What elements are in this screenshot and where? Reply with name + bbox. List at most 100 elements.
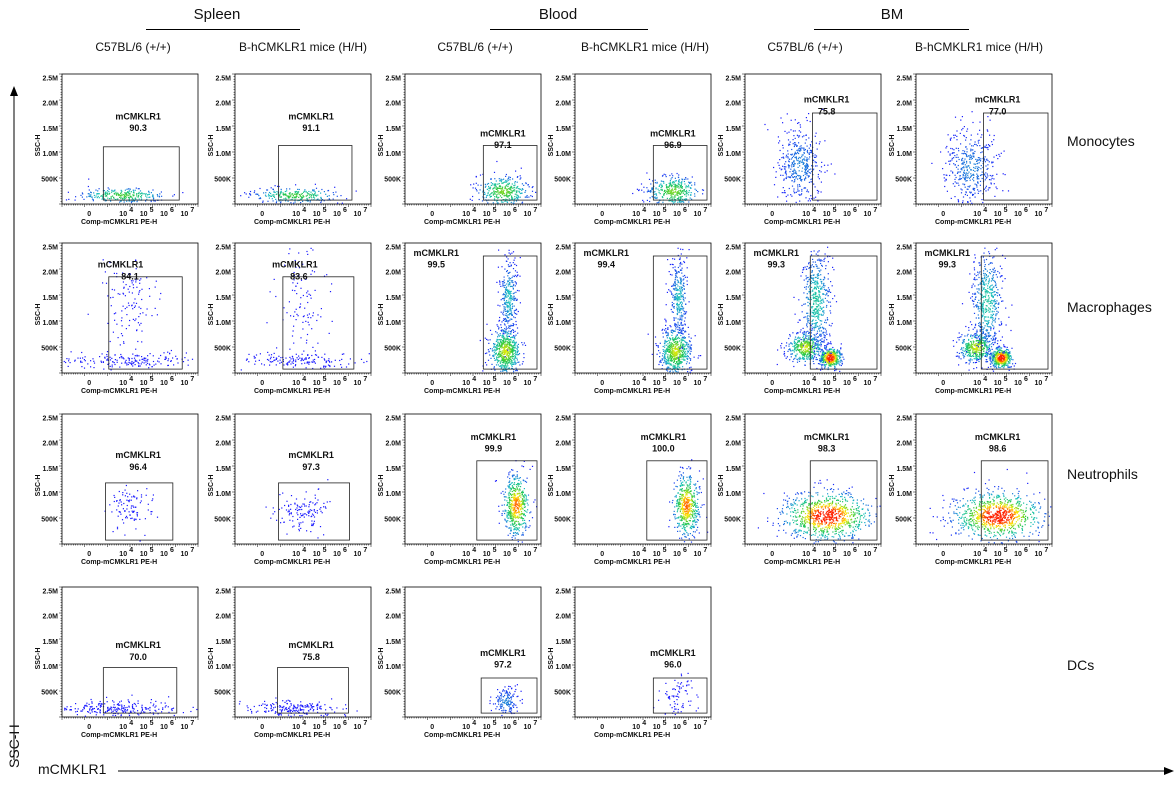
event-dot bbox=[654, 196, 656, 198]
event-dot bbox=[127, 302, 130, 304]
panel-y-axis-label: SSC-H bbox=[208, 135, 215, 157]
event-dot bbox=[114, 189, 116, 191]
y-tick-label: 1.5M bbox=[215, 295, 231, 302]
event-dot bbox=[511, 297, 513, 299]
event-dot bbox=[791, 176, 794, 178]
event-dot bbox=[291, 289, 294, 291]
event-dot bbox=[660, 180, 662, 182]
y-tick-label: 1.0M bbox=[896, 151, 912, 158]
event-dot bbox=[992, 165, 994, 168]
event-dot bbox=[297, 188, 299, 190]
event-dot bbox=[139, 365, 141, 367]
event-dot bbox=[500, 190, 503, 192]
event-dot bbox=[494, 178, 496, 180]
event-dot bbox=[87, 363, 89, 365]
event-dot bbox=[969, 185, 971, 187]
event-dot bbox=[987, 159, 989, 162]
event-dot bbox=[498, 193, 500, 195]
event-dot bbox=[288, 361, 290, 363]
event-dot bbox=[520, 177, 522, 179]
event-dot bbox=[96, 197, 98, 199]
event-dot bbox=[500, 351, 502, 353]
event-dot bbox=[499, 185, 501, 187]
event-dot bbox=[799, 148, 801, 150]
event-dot bbox=[516, 190, 518, 192]
event-dot bbox=[480, 184, 482, 186]
event-dot bbox=[674, 180, 676, 182]
event-dot bbox=[91, 196, 93, 198]
event-dot bbox=[976, 159, 979, 161]
x-tick-exponent: 6 bbox=[683, 207, 687, 214]
event-dot bbox=[80, 361, 82, 363]
event-dot bbox=[484, 352, 487, 355]
event-dot bbox=[787, 156, 789, 158]
event-dot bbox=[798, 130, 800, 132]
event-dot bbox=[297, 315, 299, 317]
event-dot bbox=[139, 290, 141, 292]
event-dot bbox=[981, 151, 983, 153]
event-dot bbox=[778, 142, 780, 144]
event-dot bbox=[104, 193, 107, 195]
event-dot bbox=[268, 359, 270, 361]
event-dot bbox=[115, 312, 117, 314]
event-dot bbox=[664, 354, 666, 356]
event-dot bbox=[685, 178, 687, 180]
event-dot bbox=[500, 353, 502, 355]
event-dot bbox=[802, 154, 804, 156]
event-dot bbox=[966, 167, 968, 169]
event-dot bbox=[306, 339, 308, 341]
event-dot bbox=[676, 342, 679, 344]
event-dot bbox=[323, 358, 325, 360]
event-dot bbox=[787, 157, 789, 159]
event-dot bbox=[87, 193, 89, 195]
y-tick-label: 500K bbox=[41, 345, 58, 352]
event-dot bbox=[516, 359, 518, 361]
event-dot bbox=[802, 163, 804, 165]
event-dot bbox=[521, 183, 523, 185]
event-dot bbox=[655, 344, 658, 347]
event-dot bbox=[790, 158, 793, 160]
event-dot bbox=[681, 191, 683, 193]
event-dot bbox=[965, 180, 967, 182]
event-dot bbox=[816, 165, 818, 167]
event-dot bbox=[287, 196, 289, 198]
event-dot bbox=[293, 315, 295, 317]
event-dot bbox=[686, 186, 689, 188]
event-dot bbox=[642, 199, 644, 201]
event-dot bbox=[779, 149, 781, 152]
event-dot bbox=[477, 184, 479, 186]
event-dot bbox=[291, 198, 293, 200]
x-tick-label: 10 bbox=[524, 211, 532, 218]
event-dot bbox=[307, 193, 309, 195]
event-dot bbox=[504, 350, 506, 352]
event-dot bbox=[279, 196, 281, 198]
event-dot bbox=[805, 167, 807, 169]
event-dot bbox=[809, 149, 811, 151]
flow-plot-panel: 500K 1.0M 1.5M 2.0M 2.5M 0 10 4 10 5 10 6 10 7 Comp-mC… bbox=[205, 70, 381, 234]
event-dot bbox=[824, 171, 826, 173]
event-dot bbox=[788, 143, 790, 145]
event-dot bbox=[511, 325, 513, 327]
event-dot bbox=[969, 162, 971, 164]
event-dot bbox=[686, 343, 688, 345]
event-dot bbox=[308, 363, 310, 365]
x-tick-label: 10 bbox=[140, 211, 148, 218]
event-dot bbox=[964, 158, 966, 160]
event-dot bbox=[109, 365, 111, 367]
event-dot bbox=[492, 355, 494, 357]
event-dot bbox=[784, 130, 786, 132]
event-dot bbox=[531, 186, 533, 189]
event-dot bbox=[647, 333, 649, 335]
event-dot bbox=[521, 201, 524, 203]
event-dot bbox=[506, 366, 508, 368]
event-dot bbox=[982, 147, 984, 149]
event-dot bbox=[501, 329, 503, 331]
event-dot bbox=[290, 202, 292, 204]
event-dot bbox=[794, 163, 796, 165]
event-dot bbox=[807, 152, 809, 154]
event-dot bbox=[789, 141, 791, 143]
event-dot bbox=[823, 164, 826, 166]
event-dot bbox=[672, 329, 674, 331]
event-dot bbox=[148, 367, 150, 369]
event-dot bbox=[662, 349, 664, 351]
